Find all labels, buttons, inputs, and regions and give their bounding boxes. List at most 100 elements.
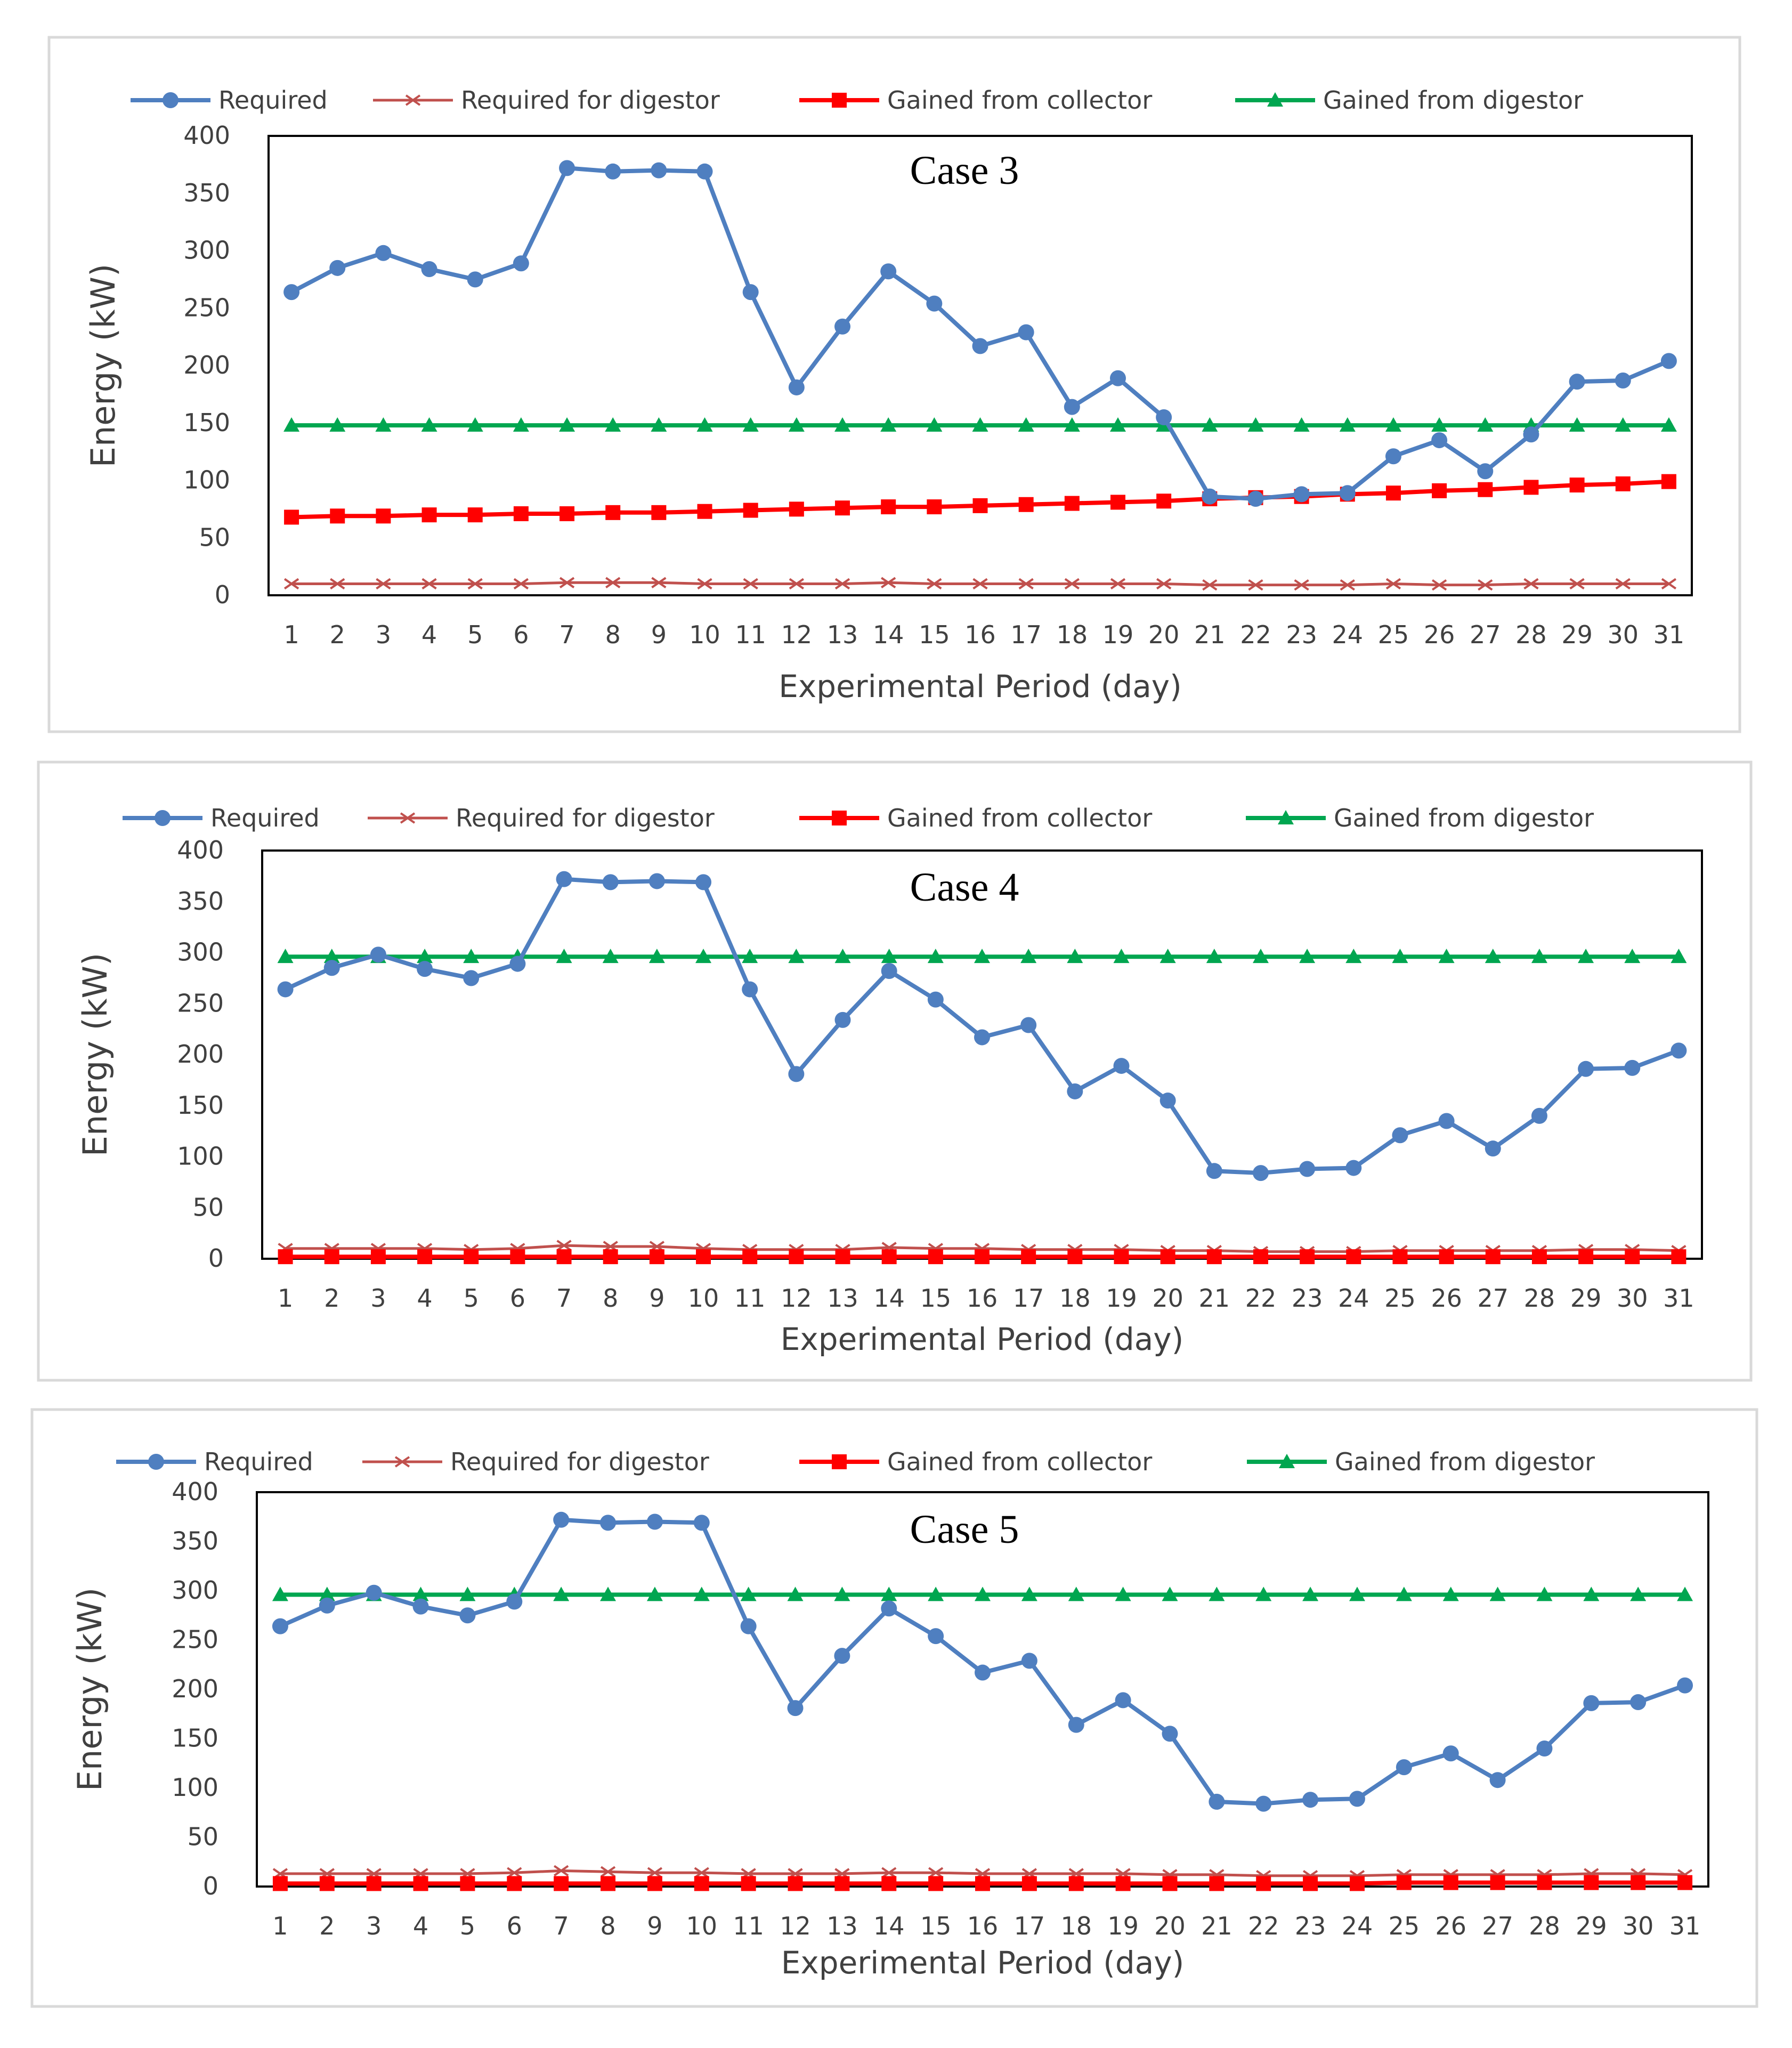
- data-point: [553, 1586, 570, 1601]
- plot-area: [267, 135, 1693, 596]
- data-point: [1392, 1127, 1408, 1144]
- x-tick-label: 25: [1389, 1912, 1420, 1940]
- data-point: [1293, 417, 1310, 432]
- data-point: [1115, 1586, 1131, 1601]
- data-point: [283, 284, 300, 301]
- data-point: [1392, 949, 1408, 964]
- data-point: [463, 949, 480, 964]
- data-point: [1202, 579, 1218, 591]
- data-point: [834, 949, 851, 964]
- data-point: [743, 503, 758, 518]
- data-point: [1156, 578, 1172, 590]
- data-point: [1660, 417, 1677, 432]
- legend-item: Gained from digestor: [1235, 86, 1583, 115]
- y-tick-label: 150: [172, 1724, 218, 1753]
- legend-marker: [1279, 1454, 1295, 1468]
- x-tick-label: 21: [1201, 1912, 1232, 1940]
- data-point: [974, 949, 990, 964]
- data-point: [1677, 1875, 1693, 1890]
- data-point: [605, 577, 621, 588]
- x-tick-label: 3: [376, 620, 391, 649]
- data-point: [1068, 1586, 1084, 1601]
- data-point: [556, 871, 572, 887]
- data-point: [1385, 485, 1401, 501]
- x-axis-title: Experimental Period (day): [781, 1321, 1183, 1357]
- data-point: [601, 1876, 616, 1891]
- data-point: [506, 1593, 523, 1610]
- data-point: [319, 1597, 335, 1614]
- data-point: [972, 578, 988, 590]
- legend-marker: [148, 1454, 164, 1470]
- data-point: [974, 1029, 990, 1046]
- data-point: [1302, 1586, 1319, 1601]
- x-tick-label: 18: [1059, 1284, 1091, 1313]
- data-point: [788, 379, 805, 395]
- data-point: [412, 1598, 429, 1615]
- data-point: [277, 981, 294, 998]
- data-point: [742, 949, 758, 964]
- x-tick-label: 24: [1342, 1912, 1373, 1940]
- x-tick-label: 4: [421, 620, 437, 649]
- y-tick-label: 350: [177, 887, 224, 916]
- data-point: [834, 578, 850, 590]
- x-tick-label: 10: [686, 1912, 718, 1940]
- y-tick-label: 250: [177, 989, 224, 1017]
- data-point: [1677, 1586, 1693, 1601]
- data-point: [1113, 949, 1130, 964]
- data-point: [972, 498, 988, 513]
- x-tick-label: 15: [920, 1912, 952, 1940]
- data-point: [834, 1586, 850, 1601]
- y-tick-label: 0: [203, 1872, 218, 1900]
- x-tick-label: 27: [1470, 620, 1501, 649]
- data-point: [1156, 409, 1172, 425]
- legend-marker: [405, 94, 421, 106]
- series-gained-from-collector: [278, 1249, 1686, 1265]
- x-tick-label: 30: [1617, 1284, 1648, 1313]
- legend-item: Required: [116, 1447, 313, 1476]
- data-point: [1064, 496, 1080, 511]
- data-point: [1477, 463, 1494, 480]
- data-point: [376, 578, 391, 590]
- data-point: [1385, 578, 1401, 590]
- x-tick-label: 14: [873, 1284, 905, 1313]
- y-tick-label: 200: [177, 1040, 224, 1068]
- x-tick-label: 8: [603, 1284, 618, 1313]
- data-point: [509, 956, 526, 972]
- data-point: [789, 1249, 804, 1265]
- data-point: [1531, 1107, 1547, 1124]
- legend-label: Required for digestor: [461, 86, 720, 115]
- series-gained-from-digestor: [283, 417, 1677, 432]
- legend-label: Gained from digestor: [1334, 804, 1594, 832]
- legend-label: Gained from digestor: [1335, 1447, 1595, 1476]
- data-point: [1294, 579, 1309, 591]
- data-point: [1162, 1726, 1178, 1742]
- data-point: [553, 1511, 570, 1528]
- data-point: [694, 1876, 709, 1891]
- data-point: [1302, 1792, 1319, 1808]
- series-required: [283, 160, 1677, 507]
- data-point: [1615, 476, 1631, 491]
- data-point: [1255, 1586, 1272, 1601]
- data-point: [1202, 488, 1218, 505]
- data-point: [1206, 949, 1222, 964]
- y-tick-label: 0: [215, 580, 230, 609]
- data-point: [1247, 417, 1264, 432]
- x-tick-label: 6: [510, 1284, 525, 1313]
- data-point: [1160, 1249, 1175, 1265]
- x-tick-label: 5: [464, 1284, 479, 1313]
- y-tick-label: 200: [172, 1674, 218, 1703]
- data-point: [417, 1249, 433, 1265]
- x-tick-label: 10: [688, 1284, 719, 1313]
- x-tick-label: 26: [1431, 1284, 1462, 1313]
- data-point: [740, 1618, 757, 1634]
- x-tick-label: 24: [1332, 620, 1364, 649]
- data-point: [602, 949, 619, 964]
- data-point: [1018, 324, 1034, 341]
- x-tick-label: 7: [556, 1284, 572, 1313]
- legend-item: Gained from collector: [799, 86, 1152, 115]
- data-point: [1431, 432, 1448, 449]
- data-point: [696, 1249, 711, 1265]
- legend-marker: [832, 93, 847, 108]
